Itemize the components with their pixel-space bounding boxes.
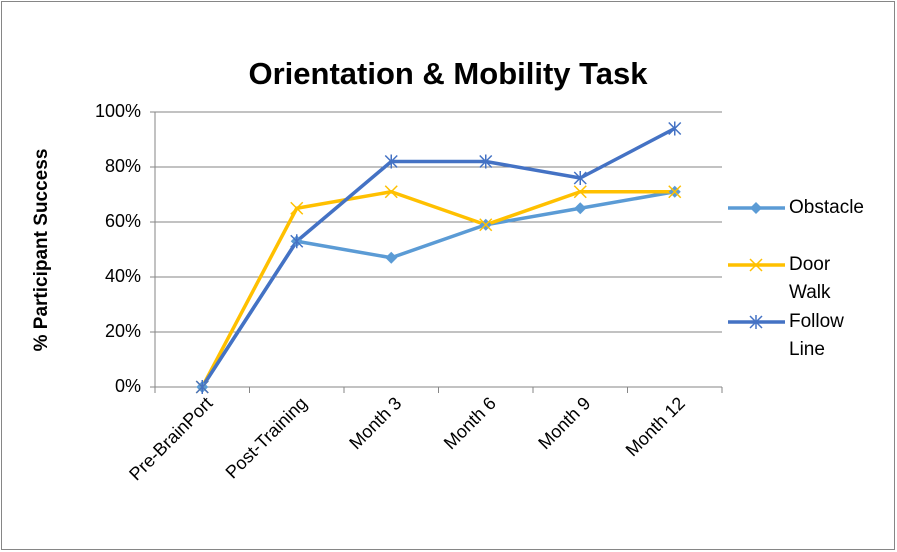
marker-shape <box>479 218 493 232</box>
legend-label: Follow Line <box>789 311 844 360</box>
y-tick-label: 100% <box>95 101 141 121</box>
marker <box>384 154 398 169</box>
series-line <box>200 190 675 388</box>
marker <box>668 185 682 199</box>
marker-shape <box>750 202 762 214</box>
marker <box>195 380 209 394</box>
y-tick-label: 80% <box>105 156 141 176</box>
marker-shape <box>290 201 304 215</box>
y-tick-label: 20% <box>105 321 141 341</box>
marker-shape <box>574 202 587 215</box>
marker-shape <box>385 251 398 264</box>
marker-shape <box>749 258 763 272</box>
y-tick-label: 40% <box>105 266 141 286</box>
marker-shape <box>668 185 682 199</box>
legend-label: Door Walk <box>789 254 831 303</box>
marker <box>668 121 682 136</box>
marker <box>384 185 398 199</box>
legend-label: Obstacle <box>789 197 864 218</box>
y-axis-label: % Participant Success <box>31 149 52 352</box>
marker-shape <box>384 185 398 199</box>
marker <box>479 218 493 232</box>
marker <box>385 251 398 264</box>
marker-shape <box>573 185 587 199</box>
marker <box>749 315 763 329</box>
series-line <box>200 126 676 388</box>
marker <box>574 202 587 215</box>
marker <box>750 202 762 214</box>
marker <box>290 234 304 249</box>
marker <box>573 185 587 199</box>
marker <box>290 201 304 215</box>
chart-title: Orientation & Mobility Task <box>248 56 648 91</box>
y-tick-label: 0% <box>115 376 141 396</box>
marker <box>573 171 587 185</box>
marker <box>749 258 763 272</box>
marker <box>479 154 493 169</box>
y-tick-label: 60% <box>105 211 141 231</box>
